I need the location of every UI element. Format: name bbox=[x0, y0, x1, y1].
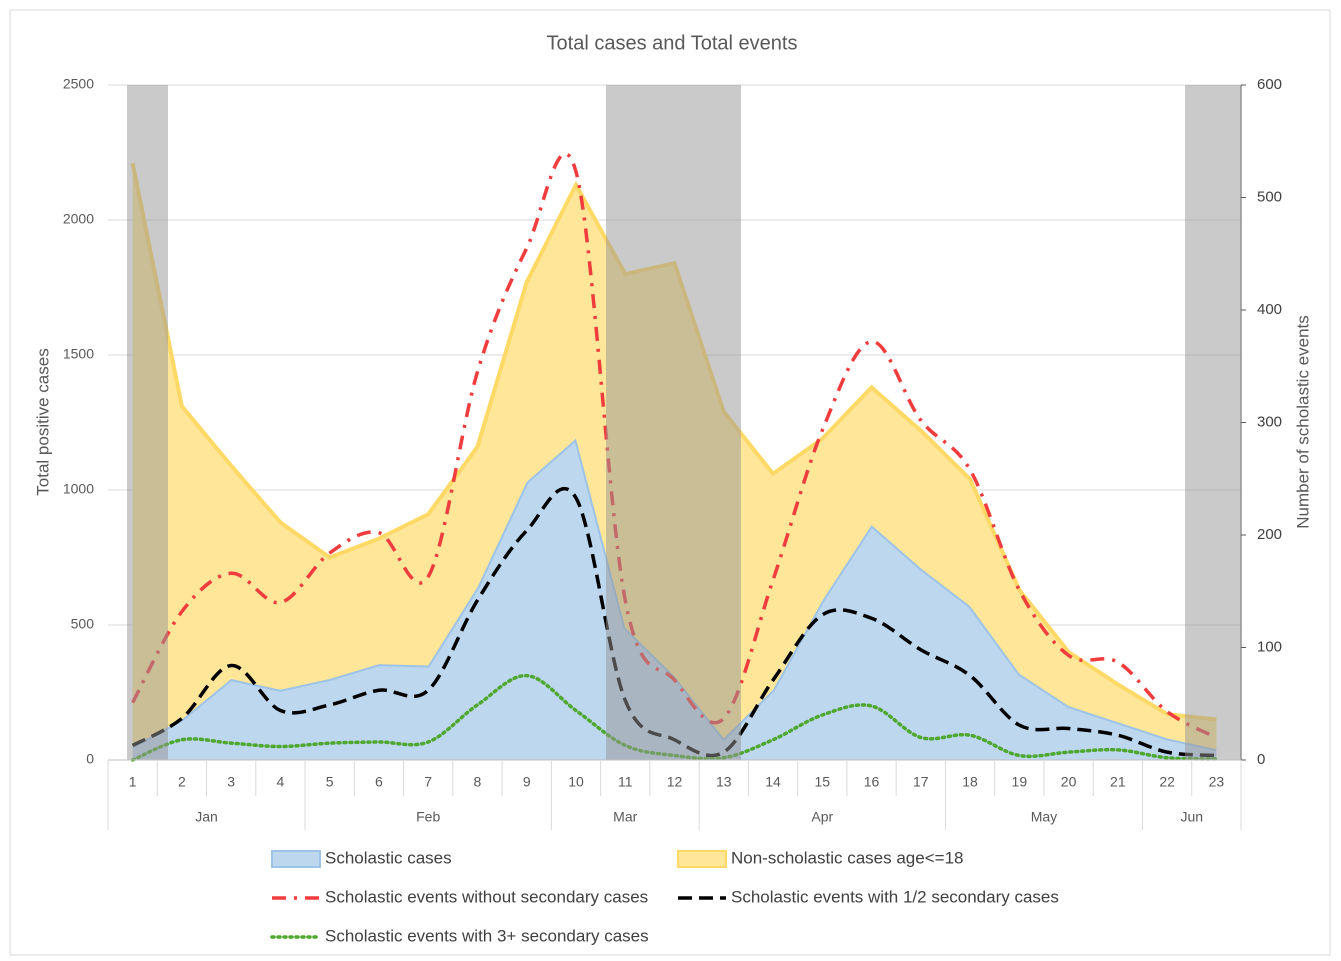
x-tick-label: 10 bbox=[568, 774, 584, 790]
x-group-label: Jan bbox=[195, 809, 218, 825]
x-tick-label: 13 bbox=[716, 774, 732, 790]
legend-label: Non-scholastic cases age<=18 bbox=[731, 848, 963, 867]
y-tick-label: 2500 bbox=[63, 76, 94, 92]
y2-tick-label: 300 bbox=[1257, 413, 1282, 430]
chart-title: Total cases and Total events bbox=[547, 32, 798, 54]
legend-label: Scholastic cases bbox=[325, 848, 452, 867]
y2-tick-label: 400 bbox=[1257, 301, 1282, 318]
x-tick-label: 21 bbox=[1110, 774, 1126, 790]
x-tick-label: 20 bbox=[1061, 774, 1077, 790]
x-tick-label: 11 bbox=[618, 774, 633, 790]
x-tick-label: 18 bbox=[962, 774, 978, 790]
shaded-period bbox=[606, 85, 741, 760]
x-tick-label: 6 bbox=[375, 774, 383, 790]
area bbox=[132, 438, 1217, 760]
shaded-period bbox=[1185, 85, 1241, 760]
x-group-label: Mar bbox=[613, 809, 637, 825]
y-axis-title: Total positive cases bbox=[33, 348, 52, 495]
y2-tick-label: 100 bbox=[1257, 638, 1282, 655]
legend-label: Scholastic events with 1/2 secondary cas… bbox=[731, 887, 1059, 906]
x-group-label: Apr bbox=[811, 809, 833, 825]
x-tick-label: 19 bbox=[1012, 774, 1028, 790]
x-tick-label: 12 bbox=[667, 774, 683, 790]
y2-tick-label: 0 bbox=[1257, 751, 1265, 768]
x-tick-label: 16 bbox=[864, 774, 880, 790]
x-tick-label: 7 bbox=[424, 774, 432, 790]
x-tick-label: 15 bbox=[814, 774, 830, 790]
x-group-label: Jun bbox=[1180, 809, 1203, 825]
legend-label: Scholastic events without secondary case… bbox=[325, 887, 648, 906]
y2-axis-title: Number of scholastic events bbox=[1293, 315, 1312, 529]
y2-tick-label: 500 bbox=[1257, 188, 1282, 205]
legend-swatch bbox=[677, 850, 727, 868]
x-tick-label: 5 bbox=[326, 774, 334, 790]
y-tick-label: 1000 bbox=[63, 481, 94, 497]
x-group-label: May bbox=[1031, 809, 1057, 825]
x-tick-label: 14 bbox=[765, 774, 781, 790]
y-tick-label: 500 bbox=[71, 616, 95, 632]
x-tick-label: 2 bbox=[178, 774, 186, 790]
y-tick-label: 2000 bbox=[63, 211, 94, 227]
shaded-period bbox=[127, 85, 168, 760]
x-tick-label: 9 bbox=[523, 774, 531, 790]
x-tick-label: 1 bbox=[129, 774, 137, 790]
x-tick-label: 23 bbox=[1209, 774, 1225, 790]
legend-label: Scholastic events with 3+ secondary case… bbox=[325, 926, 649, 945]
x-tick-label: 22 bbox=[1159, 774, 1175, 790]
x-group-label: Feb bbox=[416, 809, 440, 825]
y2-tick-label: 200 bbox=[1257, 526, 1282, 543]
x-tick-label: 4 bbox=[277, 774, 285, 790]
x-tick-label: 8 bbox=[474, 774, 482, 790]
legend-swatch bbox=[271, 850, 321, 868]
line bbox=[131, 487, 1217, 758]
y2-tick-label: 600 bbox=[1257, 76, 1282, 93]
y-tick-label: 1500 bbox=[63, 346, 94, 362]
x-tick-label: 17 bbox=[913, 774, 929, 790]
y-tick-label: 0 bbox=[86, 751, 94, 767]
x-tick-label: 3 bbox=[227, 774, 235, 790]
